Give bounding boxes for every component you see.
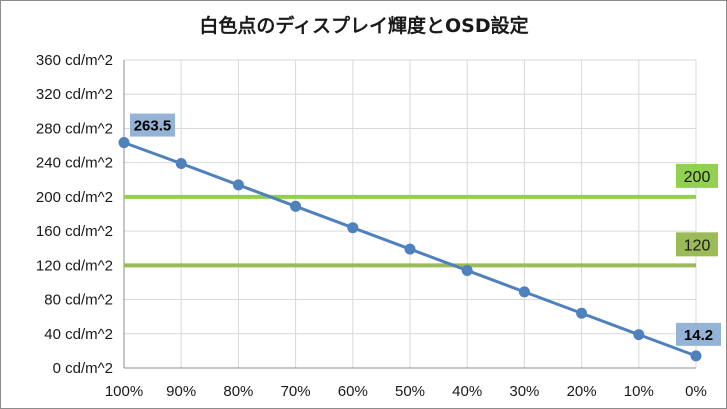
x-tick-label: 40%	[452, 383, 482, 400]
x-tick-label: 60%	[338, 383, 368, 400]
reference-label-box	[676, 163, 718, 188]
y-tick-label: 40 cd/m^2	[44, 326, 113, 343]
x-tick-label: 0%	[685, 383, 707, 400]
data-point	[576, 307, 588, 319]
data-point	[633, 329, 645, 341]
y-tick-label: 0 cd/m^2	[53, 360, 113, 377]
data-label: 263.5	[134, 118, 172, 135]
data-point	[232, 179, 244, 191]
data-point	[404, 243, 416, 255]
y-tick-label: 320 cd/m^2	[36, 86, 113, 103]
data-point	[518, 286, 530, 298]
data-labels: 263.5 14.2	[130, 113, 721, 346]
y-tick-label: 160 cd/m^2	[36, 223, 113, 240]
reference-label: 120	[684, 237, 711, 254]
x-tick-label: 10%	[624, 383, 654, 400]
series	[118, 137, 702, 362]
y-tick-label: 240 cd/m^2	[36, 155, 113, 172]
data-point	[461, 264, 473, 276]
data-point	[290, 200, 302, 212]
y-tick-label: 360 cd/m^2	[36, 52, 113, 69]
reference-lines: 200 120	[124, 163, 718, 268]
y-tick-label: 280 cd/m^2	[36, 120, 113, 137]
data-point	[347, 222, 359, 234]
reference-label-box	[676, 232, 718, 257]
x-tick-label: 50%	[395, 383, 425, 400]
x-axis: 100% 90% 80% 70% 60% 50% 40% 30% 20% 10% 0%	[105, 383, 707, 400]
y-tick-label: 80 cd/m^2	[44, 292, 113, 309]
data-label-box	[676, 322, 721, 346]
x-tick-label: 30%	[509, 383, 539, 400]
x-tick-label: 90%	[166, 383, 196, 400]
chart-title: 白色点のディスプレイ輝度とOSD設定	[199, 14, 528, 37]
reference-label: 200	[684, 169, 711, 186]
data-point	[175, 158, 187, 170]
x-tick-label: 70%	[281, 383, 311, 400]
grid	[123, 59, 697, 369]
y-axis: 0 cd/m^2 40 cd/m^2 80 cd/m^2 120 cd/m^2 160 …	[36, 52, 113, 377]
x-tick-label: 100%	[105, 383, 143, 400]
data-label: 14.2	[684, 327, 713, 344]
data-label-box	[130, 113, 175, 137]
y-tick-label: 200 cd/m^2	[36, 189, 113, 206]
y-tick-label: 120 cd/m^2	[36, 257, 113, 274]
data-point	[118, 137, 130, 149]
x-tick-label: 80%	[223, 383, 253, 400]
x-tick-label: 20%	[567, 383, 597, 400]
data-point	[690, 350, 702, 362]
